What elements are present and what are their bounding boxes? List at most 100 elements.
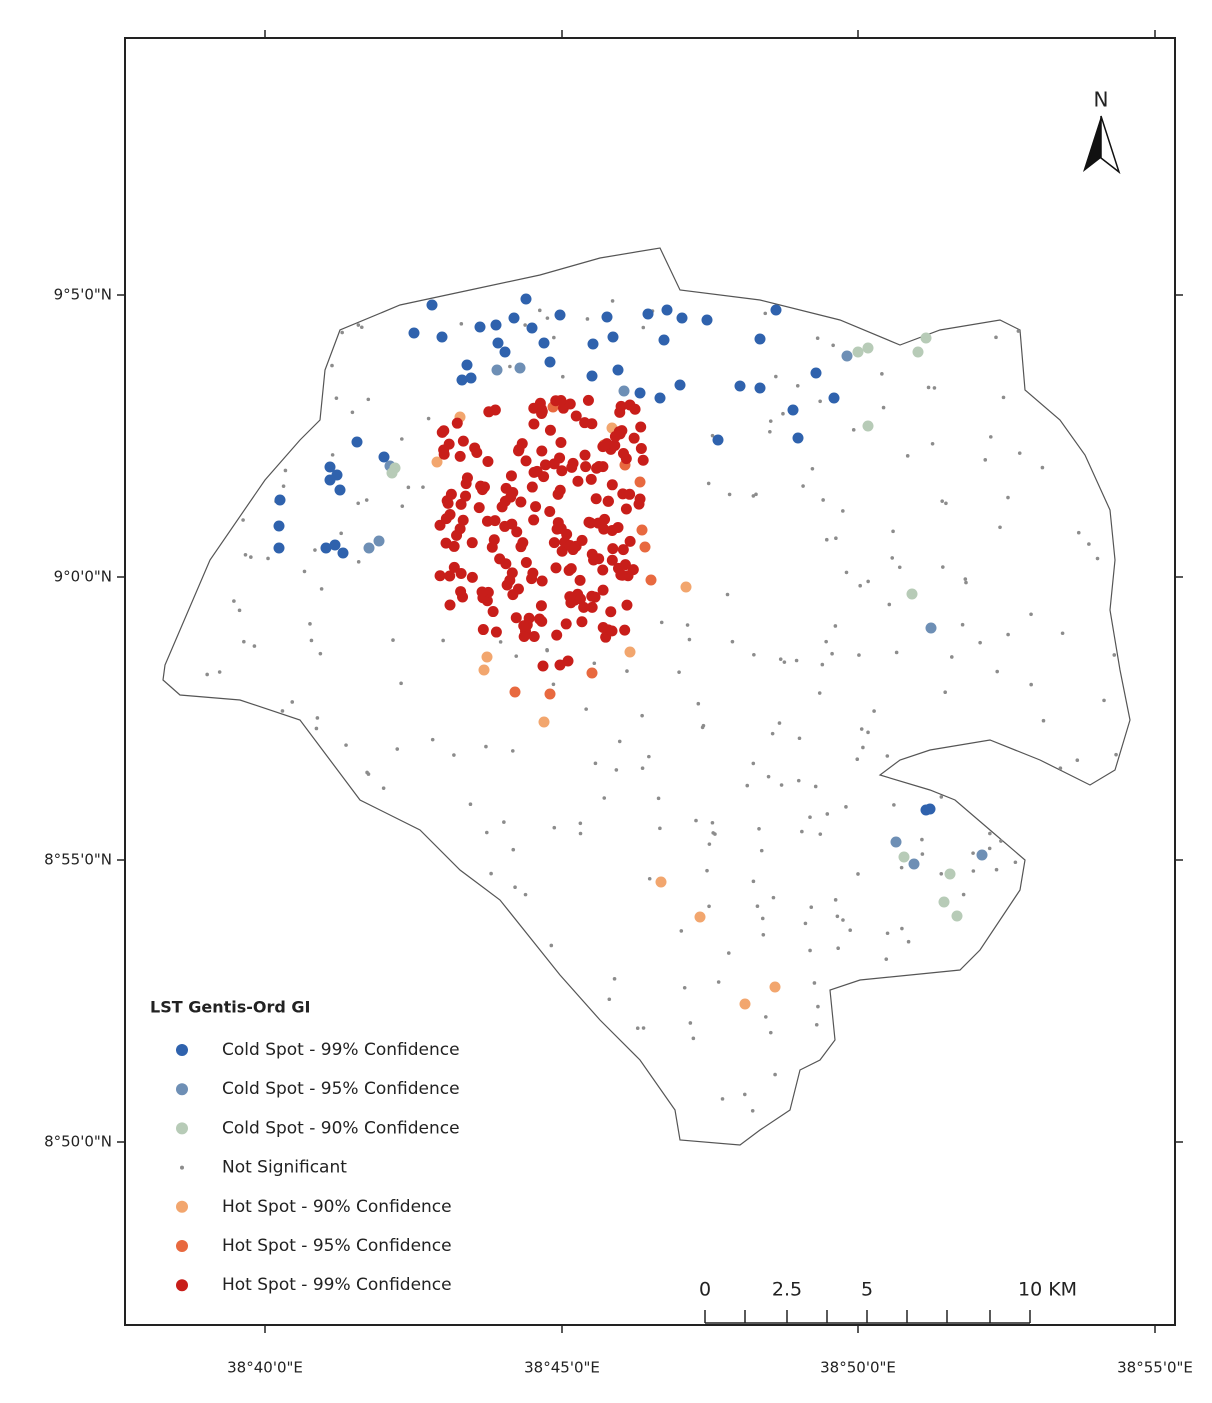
point xyxy=(754,492,758,497)
point xyxy=(862,342,874,354)
point xyxy=(943,690,947,695)
point xyxy=(445,488,457,500)
point xyxy=(739,998,751,1010)
point xyxy=(619,559,631,571)
point xyxy=(597,584,609,596)
point xyxy=(607,331,619,343)
legend-label: Hot Spot - 95% Confidence xyxy=(222,1236,452,1256)
scale-label: 5 xyxy=(861,1279,873,1301)
legend-symbol xyxy=(176,1083,188,1096)
point xyxy=(944,868,956,880)
point xyxy=(457,514,469,526)
point xyxy=(983,458,988,462)
point xyxy=(999,839,1003,843)
point xyxy=(812,981,817,985)
point xyxy=(844,570,849,575)
point xyxy=(585,317,590,321)
point xyxy=(351,436,363,448)
point xyxy=(544,505,556,517)
point xyxy=(564,539,576,551)
point xyxy=(606,554,618,566)
point xyxy=(545,648,549,653)
north-arrow-left xyxy=(1083,116,1101,172)
point xyxy=(605,606,617,618)
point xyxy=(400,504,405,508)
point xyxy=(768,419,773,423)
legend-title: LST Gentis-Ord GI xyxy=(150,998,310,1017)
point xyxy=(556,465,568,477)
point xyxy=(624,646,636,658)
point xyxy=(920,852,925,856)
point xyxy=(579,449,591,461)
point xyxy=(801,484,805,488)
point xyxy=(468,802,473,807)
point xyxy=(599,513,611,525)
point xyxy=(455,586,467,598)
point xyxy=(551,682,556,687)
point xyxy=(309,638,314,643)
point xyxy=(778,657,783,661)
point xyxy=(682,985,687,990)
point xyxy=(818,399,822,404)
point xyxy=(809,905,814,909)
point xyxy=(518,630,530,642)
point xyxy=(830,651,834,656)
point xyxy=(489,871,493,876)
point xyxy=(441,638,445,643)
point xyxy=(658,334,670,346)
point xyxy=(770,304,782,316)
point xyxy=(484,830,489,835)
point xyxy=(544,356,556,368)
point xyxy=(499,520,511,532)
point xyxy=(475,480,487,492)
point xyxy=(249,555,253,559)
point xyxy=(552,335,556,340)
point xyxy=(978,640,982,645)
point xyxy=(897,565,902,570)
point xyxy=(548,458,560,470)
point xyxy=(926,385,931,390)
point xyxy=(825,812,830,816)
point xyxy=(779,783,784,787)
point xyxy=(500,482,512,494)
point xyxy=(627,564,639,576)
point xyxy=(794,658,799,663)
point xyxy=(760,916,765,921)
map-frame xyxy=(124,37,1176,1326)
point xyxy=(617,447,629,459)
y-tick-label: 9°0'0"N xyxy=(54,568,112,586)
point xyxy=(960,622,965,627)
point xyxy=(705,868,709,873)
point xyxy=(457,435,469,447)
point xyxy=(720,1097,725,1101)
point xyxy=(677,670,681,674)
point xyxy=(763,311,768,316)
point xyxy=(242,639,246,644)
point xyxy=(629,403,641,415)
point xyxy=(544,688,556,700)
point xyxy=(590,493,602,505)
point xyxy=(906,588,918,600)
point xyxy=(366,397,371,402)
point xyxy=(1029,682,1033,687)
legend-symbol xyxy=(176,1122,188,1135)
point xyxy=(751,494,756,498)
point xyxy=(473,502,485,514)
point xyxy=(833,898,838,902)
point xyxy=(624,488,636,500)
point xyxy=(589,591,601,603)
point xyxy=(490,319,502,331)
point xyxy=(241,518,245,522)
point xyxy=(654,392,666,404)
point xyxy=(281,484,286,488)
point xyxy=(858,583,862,588)
point xyxy=(757,826,761,831)
point xyxy=(517,537,529,549)
point xyxy=(995,669,999,674)
point xyxy=(1006,632,1010,637)
point xyxy=(566,461,578,473)
point xyxy=(523,892,528,897)
point xyxy=(1040,465,1045,470)
point xyxy=(814,1022,819,1027)
